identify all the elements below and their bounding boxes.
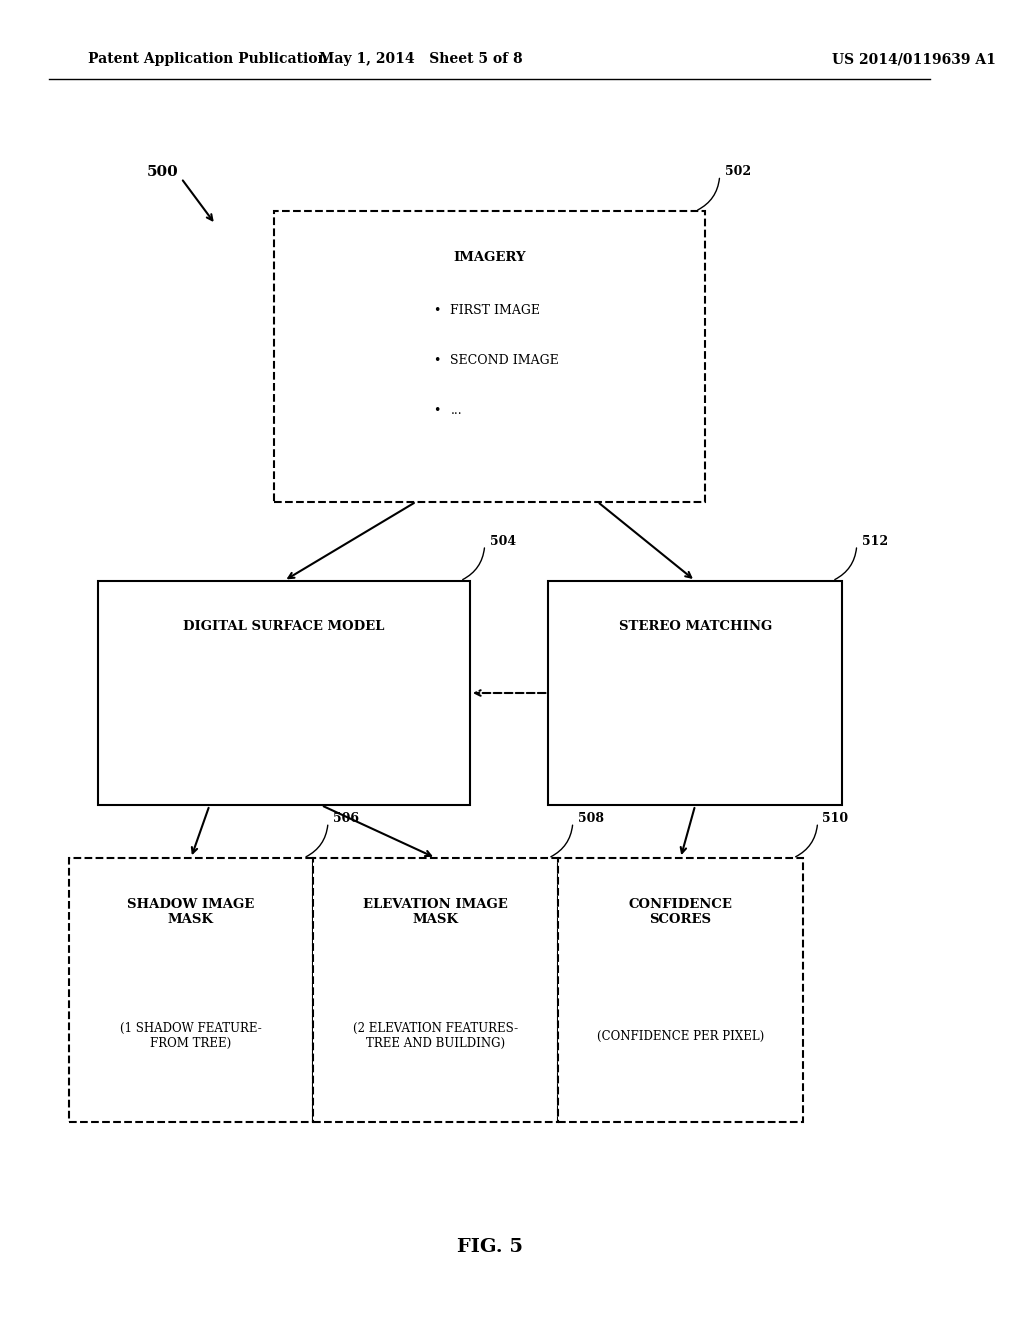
FancyBboxPatch shape	[274, 211, 705, 502]
Text: (1 SHADOW FEATURE-
FROM TREE): (1 SHADOW FEATURE- FROM TREE)	[120, 1022, 262, 1051]
FancyBboxPatch shape	[313, 858, 558, 1122]
Text: 506: 506	[333, 812, 359, 825]
Text: FIRST IMAGE: FIRST IMAGE	[451, 304, 541, 317]
Text: •: •	[433, 354, 440, 367]
Text: May 1, 2014   Sheet 5 of 8: May 1, 2014 Sheet 5 of 8	[319, 53, 523, 66]
FancyBboxPatch shape	[98, 581, 470, 805]
Text: (CONFIDENCE PER PIXEL): (CONFIDENCE PER PIXEL)	[597, 1030, 764, 1043]
Text: •: •	[433, 404, 440, 417]
Text: ...: ...	[451, 404, 462, 417]
Text: 512: 512	[861, 535, 888, 548]
Text: DIGITAL SURFACE MODEL: DIGITAL SURFACE MODEL	[183, 620, 385, 634]
Text: 510: 510	[822, 812, 849, 825]
Text: (2 ELEVATION FEATURES-
TREE AND BUILDING): (2 ELEVATION FEATURES- TREE AND BUILDING…	[353, 1022, 518, 1051]
Text: 504: 504	[489, 535, 516, 548]
Text: CONFIDENCE
SCORES: CONFIDENCE SCORES	[629, 898, 732, 925]
Text: SECOND IMAGE: SECOND IMAGE	[451, 354, 559, 367]
Text: US 2014/0119639 A1: US 2014/0119639 A1	[833, 53, 996, 66]
Text: Patent Application Publication: Patent Application Publication	[88, 53, 328, 66]
Text: ELEVATION IMAGE
MASK: ELEVATION IMAGE MASK	[364, 898, 508, 925]
Text: 508: 508	[578, 812, 604, 825]
Text: FIG. 5: FIG. 5	[457, 1238, 522, 1257]
FancyBboxPatch shape	[548, 581, 842, 805]
Text: 502: 502	[725, 165, 751, 178]
FancyBboxPatch shape	[558, 858, 803, 1122]
FancyBboxPatch shape	[69, 858, 313, 1122]
Text: STEREO MATCHING: STEREO MATCHING	[618, 620, 772, 634]
Text: IMAGERY: IMAGERY	[454, 251, 526, 264]
Text: •: •	[433, 304, 440, 317]
Text: 500: 500	[146, 165, 178, 178]
Text: SHADOW IMAGE
MASK: SHADOW IMAGE MASK	[127, 898, 255, 925]
